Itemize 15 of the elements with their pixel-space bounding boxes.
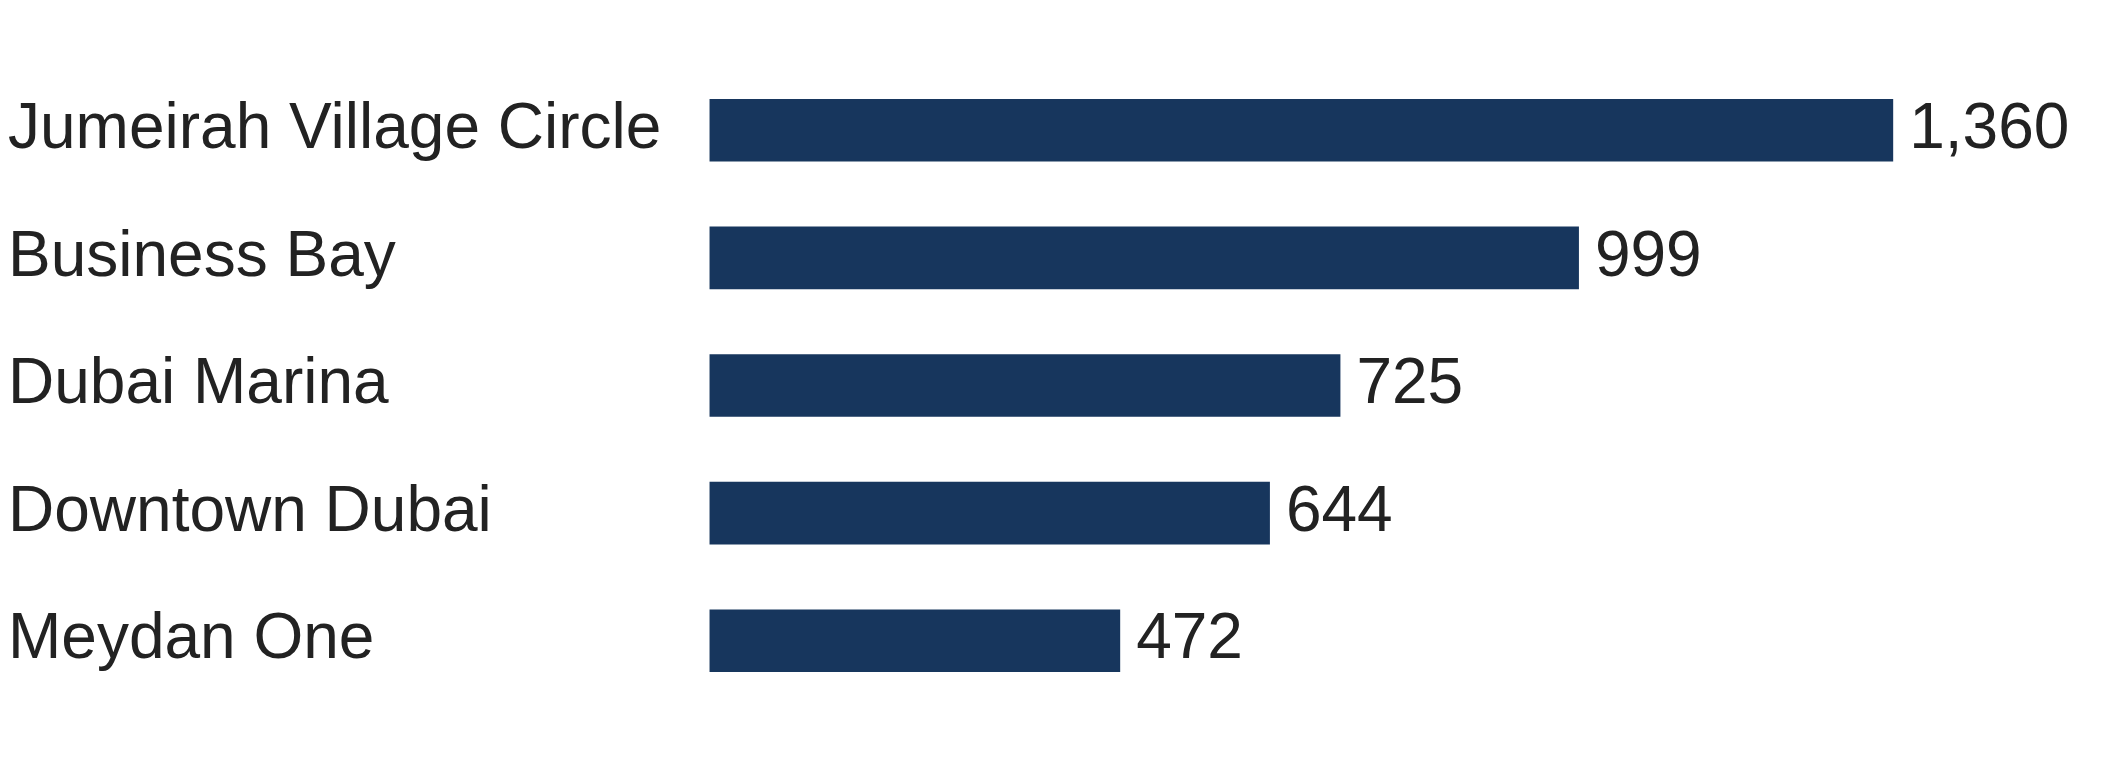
y-tick-label: Dubai Marina (8, 345, 390, 418)
bar (709, 226, 1579, 290)
y-tick-label: Meydan One (8, 600, 375, 673)
y-tick-label: Business Bay (8, 217, 396, 290)
data-label: 999 (1594, 217, 1702, 290)
bar (709, 609, 1121, 673)
data-label: 725 (1356, 345, 1464, 418)
data-label: 644 (1285, 472, 1393, 545)
y-tick-label: Jumeirah Village Circle (8, 89, 662, 162)
bar (709, 98, 1894, 162)
bar (709, 354, 1341, 417)
y-tick-label: Downtown Dubai (8, 472, 492, 545)
data-label: 472 (1136, 600, 1243, 673)
data-label: 1,360 (1909, 89, 2070, 162)
bar (709, 481, 1270, 545)
